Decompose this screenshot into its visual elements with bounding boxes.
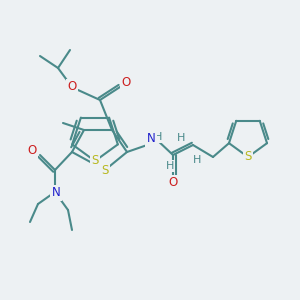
Text: N: N <box>52 187 60 200</box>
Text: S: S <box>101 164 109 176</box>
Text: O: O <box>27 143 37 157</box>
Text: S: S <box>244 151 252 164</box>
Text: H: H <box>166 161 174 171</box>
Text: S: S <box>91 154 99 167</box>
Text: O: O <box>122 76 130 88</box>
Text: N: N <box>147 133 155 146</box>
Text: H: H <box>193 155 201 165</box>
Text: H: H <box>154 132 162 142</box>
Text: O: O <box>168 176 178 190</box>
Text: H: H <box>177 133 185 143</box>
Text: O: O <box>68 80 76 94</box>
